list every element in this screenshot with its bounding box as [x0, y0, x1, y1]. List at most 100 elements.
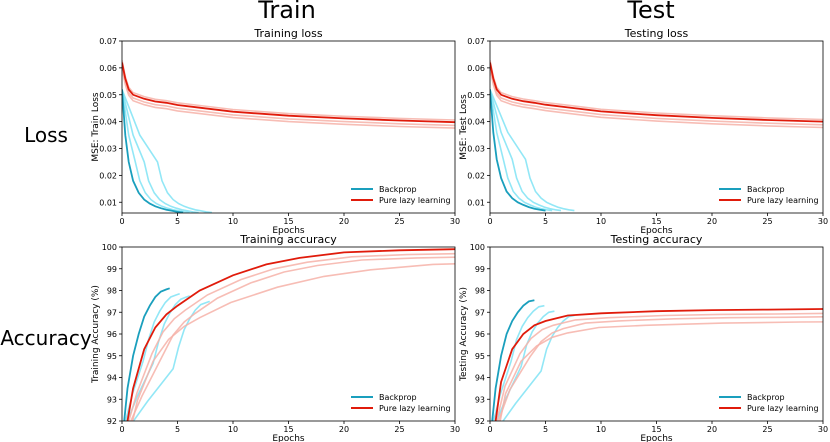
y-tick-label: 94 [475, 374, 485, 383]
legend: Backprop Pure lazy learning [351, 393, 451, 413]
x-tick-label: 25 [394, 217, 404, 226]
y-tick-label: 99 [475, 265, 485, 274]
y-tick-label: 97 [475, 308, 485, 317]
chart-panel-3: 0 5 10 15 20 25 30 92 93 94 95 96 97 98 99 100 Training … [91, 233, 460, 442]
x-tick-label: 0 [119, 217, 124, 226]
legend-label-pure-lazy-learning: Pure lazy learning [747, 404, 819, 413]
x-axis-label: Epochs [640, 226, 673, 236]
y-axis-label: Training Accuracy (%) [91, 285, 101, 384]
x-tick-label: 20 [339, 425, 349, 434]
y-tick-label: 92 [475, 417, 485, 426]
column-title-train: Train [257, 0, 316, 24]
y-tick-label: 0.03 [467, 145, 485, 154]
y-tick-label: 0.07 [467, 37, 485, 46]
legend: Backprop Pure lazy learning [719, 393, 819, 413]
series-backprop-run-2 [122, 89, 199, 213]
legend-label-pure-lazy-learning: Pure lazy learning [379, 196, 451, 205]
y-tick-label: 0.07 [99, 37, 117, 46]
x-tick-label: 30 [818, 425, 828, 434]
series-backprop-run-3 [490, 89, 575, 212]
x-tick-label: 20 [339, 217, 349, 226]
series-backprop-line [491, 299, 535, 421]
series-backprop-run-3 [132, 300, 210, 421]
legend-label-pure-lazy-learning: Pure lazy learning [747, 196, 819, 205]
y-tick-label: 0.01 [467, 198, 485, 207]
x-tick-label: 10 [596, 425, 606, 434]
series-backprop-line [123, 287, 170, 421]
x-tick-label: 20 [707, 217, 717, 226]
y-tick-label: 0.05 [467, 91, 485, 100]
x-tick-label: 30 [450, 425, 460, 434]
series-pure-lazy-learning-line [126, 248, 455, 421]
series-backprop-run-1 [122, 89, 190, 213]
series-backprop-run-1 [492, 304, 545, 421]
series-pure-lazy-learning-run-1 [495, 312, 823, 421]
y-tick-label: 96 [475, 330, 485, 339]
x-axis-label: Epochs [272, 226, 305, 236]
y-tick-label: 95 [475, 352, 485, 361]
row-title-accuracy: Accuracy [0, 326, 91, 350]
x-tick-label: 25 [394, 425, 404, 434]
x-tick-label: 25 [762, 217, 772, 226]
y-tick-label: 96 [107, 330, 117, 339]
x-tick-label: 0 [487, 217, 492, 226]
plot-area [123, 248, 455, 421]
x-tick-label: 5 [175, 217, 180, 226]
y-tick-label: 98 [107, 287, 117, 296]
series-backprop-run-3 [122, 89, 212, 213]
plot-area [491, 299, 823, 421]
x-tick-label: 20 [707, 425, 717, 434]
chart-panel-1: 0 5 10 15 20 25 30 0.01 0.02 0.03 0.04 0.05 0.06 0.07… [91, 27, 460, 236]
y-tick-label: 0.01 [99, 198, 117, 207]
x-tick-label: 30 [818, 217, 828, 226]
x-tick-label: 5 [543, 217, 548, 226]
series-pure-lazy-learning-run-3 [499, 321, 823, 421]
y-axis-label: Testing Accuracy (%) [459, 287, 469, 382]
legend-label-pure-lazy-learning: Pure lazy learning [379, 404, 451, 413]
x-tick-label: 0 [487, 425, 492, 434]
x-tick-label: 30 [450, 217, 460, 226]
series-backprop-run-2 [490, 89, 562, 212]
series-pure-lazy-learning-run-2 [130, 256, 455, 421]
legend: Backprop Pure lazy learning [351, 185, 451, 205]
chart-title: Training loss [253, 27, 322, 40]
series-pure-lazy-learning-run-3 [131, 262, 455, 421]
y-tick-label: 0.03 [99, 145, 117, 154]
y-tick-label: 98 [475, 287, 485, 296]
legend-label-backprop: Backprop [747, 393, 785, 402]
row-title-loss: Loss [24, 123, 68, 147]
series-pure-lazy-learning-line [494, 308, 823, 421]
legend: Backprop Pure lazy learning [719, 185, 819, 205]
series-pure-lazy-learning-run-2 [490, 68, 823, 129]
x-axis-label: Epochs [640, 434, 673, 442]
legend-label-backprop: Backprop [379, 393, 417, 402]
x-tick-label: 10 [596, 217, 606, 226]
column-title-test: Test [626, 0, 674, 24]
y-axis-label: MSE: Test Loss [459, 94, 469, 160]
chart-title: Testing accuracy [610, 233, 703, 246]
x-tick-label: 25 [762, 425, 772, 434]
chart-title: Testing loss [624, 27, 689, 40]
x-tick-label: 5 [543, 425, 548, 434]
y-tick-label: 93 [475, 395, 485, 404]
x-tick-label: 15 [651, 217, 661, 226]
chart-panel-2: 0 5 10 15 20 25 30 0.01 0.02 0.03 0.04 0.05 0.06 0.07… [459, 27, 828, 236]
series-backprop-line [122, 89, 184, 213]
series-pure-lazy-learning-run-2 [122, 68, 455, 129]
series-backprop-line [490, 89, 546, 212]
y-tick-label: 0.05 [99, 91, 117, 100]
chart-panel-4: 0 5 10 15 20 25 30 92 93 94 95 96 97 98 99 100 Testing a… [459, 233, 828, 442]
y-tick-label: 100 [102, 243, 117, 252]
y-tick-label: 0.04 [467, 118, 485, 127]
x-tick-label: 15 [651, 425, 661, 434]
series-pure-lazy-learning-run-2 [497, 316, 823, 421]
y-tick-label: 0.06 [99, 64, 117, 73]
x-tick-label: 15 [283, 425, 293, 434]
y-tick-label: 0.06 [467, 64, 485, 73]
series-pure-lazy-learning-run-3 [122, 60, 455, 121]
y-tick-label: 0.04 [99, 118, 117, 127]
series-pure-lazy-learning-run-1 [122, 65, 455, 127]
plot-area [122, 60, 455, 213]
series-pure-lazy-learning-line [490, 62, 823, 123]
